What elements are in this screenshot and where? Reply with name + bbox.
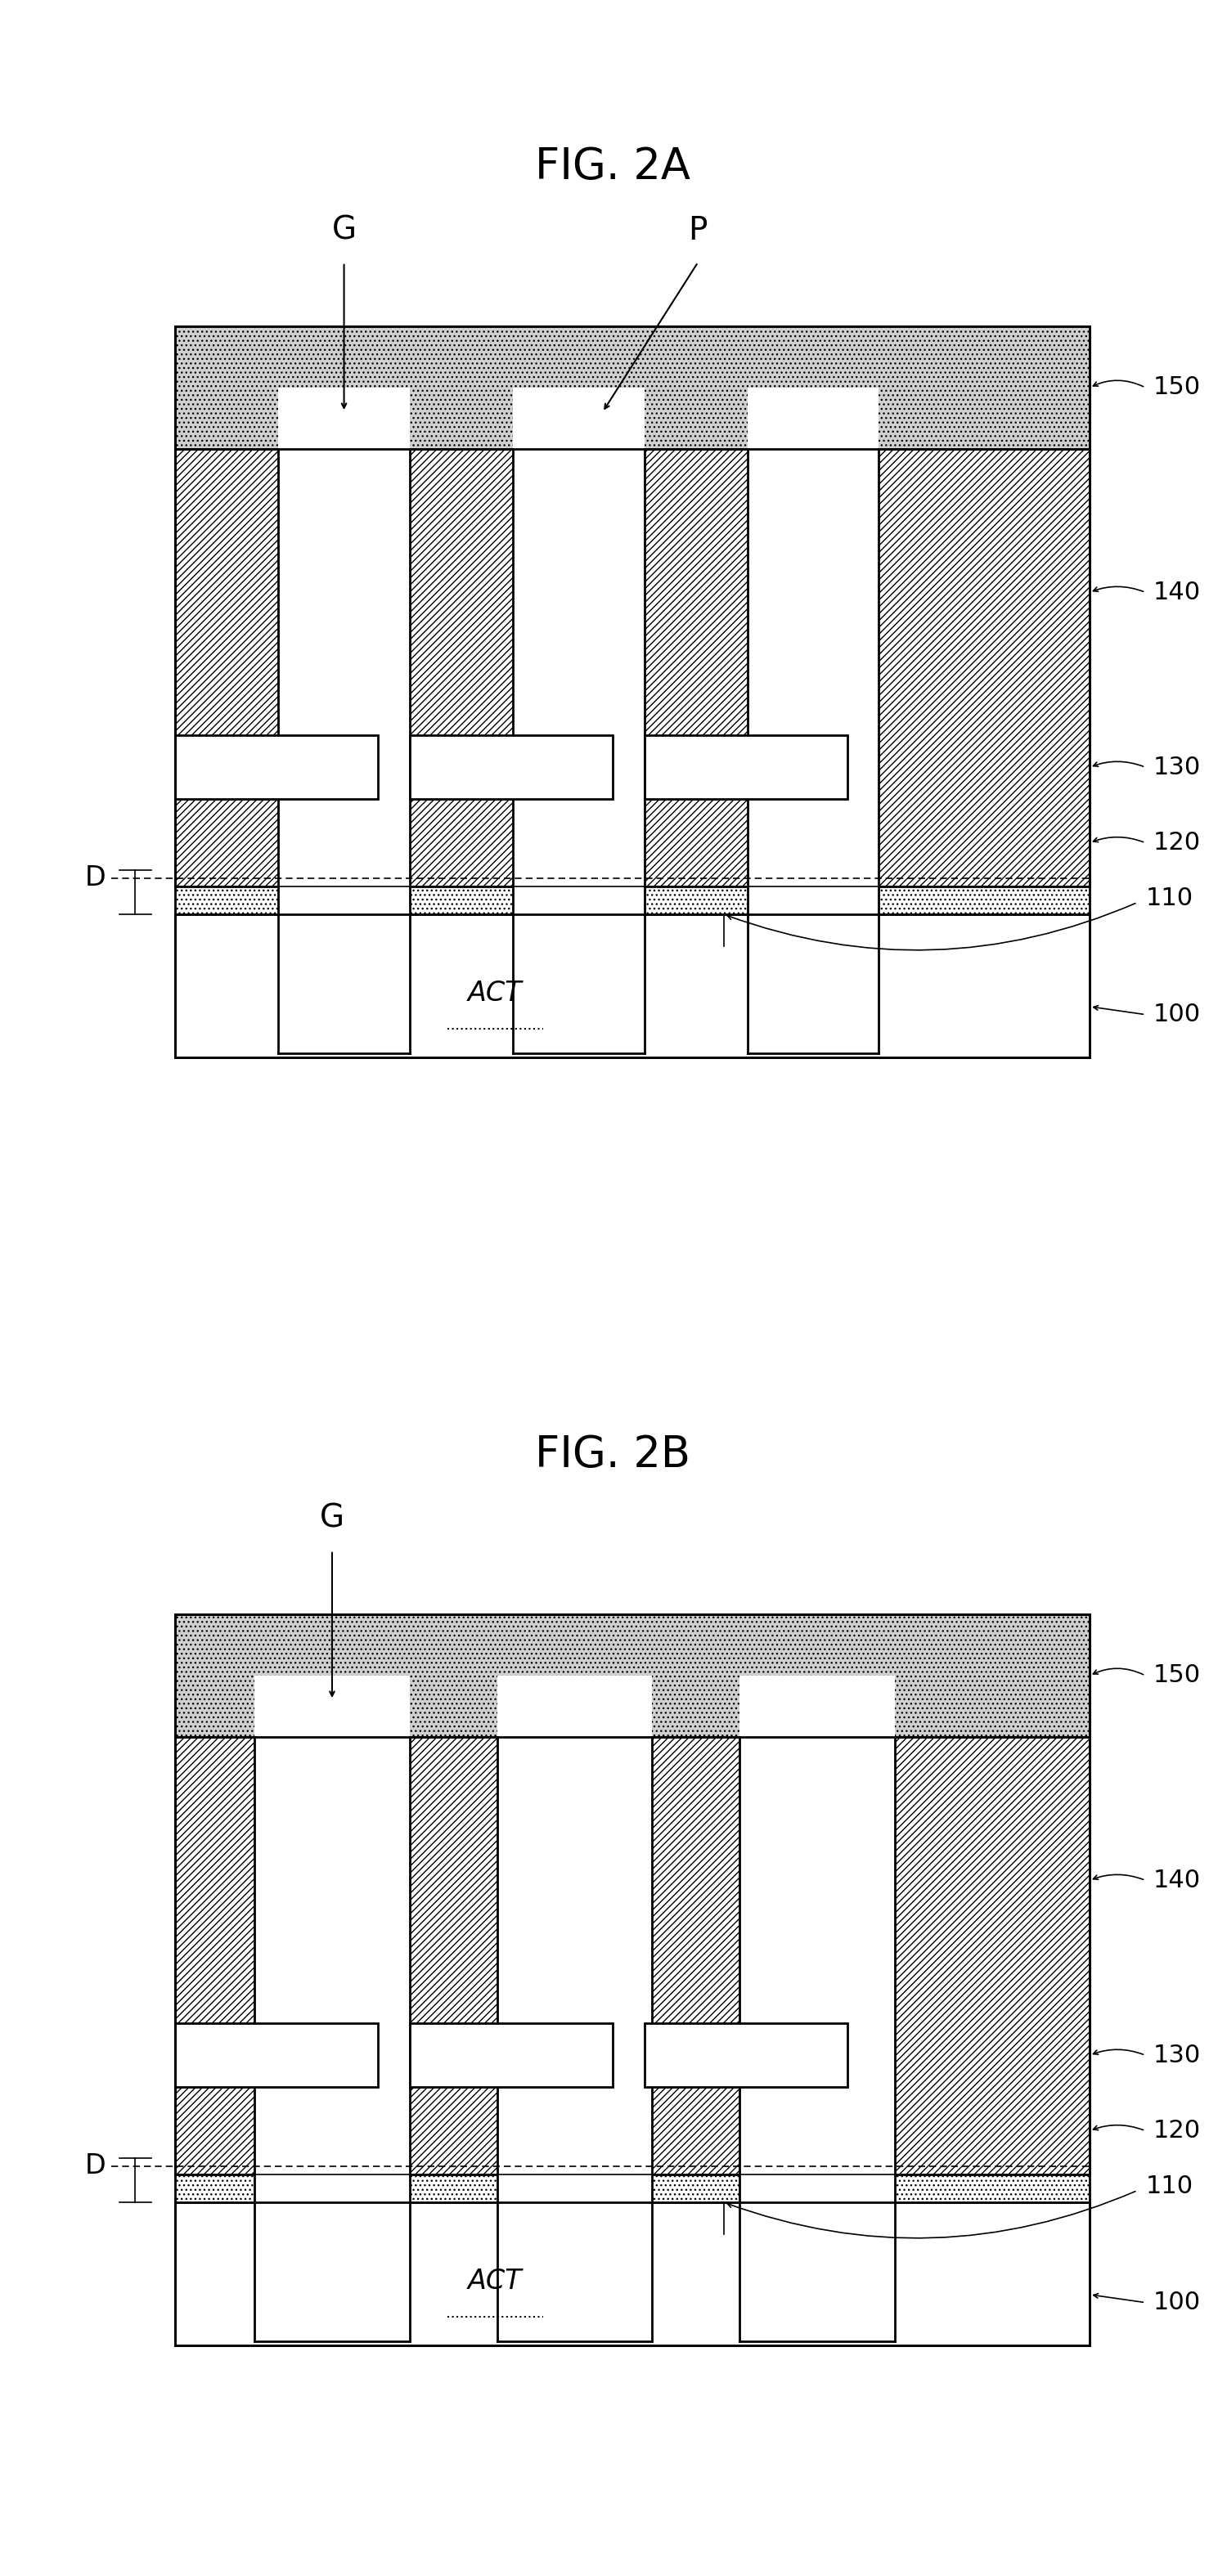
Bar [175, 448, 1089, 886]
Text: 120: 120 [1153, 832, 1201, 855]
Bar [497, 1674, 652, 1736]
Text: 100: 100 [1153, 2290, 1201, 2313]
Text: ACT: ACT [468, 979, 522, 1007]
Text: ACT: ACT [468, 2267, 522, 2295]
Bar [175, 1615, 1089, 1736]
Bar [255, 1674, 410, 1736]
Text: 110: 110 [1145, 2174, 1193, 2197]
Text: FIG. 2B: FIG. 2B [534, 1435, 690, 1476]
Text: FIG. 2A: FIG. 2A [534, 147, 690, 188]
Bar [255, 1736, 410, 2342]
Text: 150: 150 [1153, 1664, 1201, 1687]
Bar [278, 386, 410, 448]
Bar [175, 2202, 1089, 2347]
Text: G: G [319, 1502, 345, 1535]
Text: 130: 130 [1153, 2043, 1201, 2066]
Bar [513, 386, 644, 448]
Bar [175, 2174, 1089, 2202]
Text: 130: 130 [1153, 755, 1201, 778]
Bar [740, 1736, 895, 2342]
Bar [175, 327, 1089, 448]
Text: P: P [688, 214, 707, 247]
Text: 140: 140 [1153, 580, 1201, 605]
Bar [747, 448, 879, 1054]
Bar [410, 734, 613, 799]
Bar [175, 734, 377, 799]
Bar [644, 2022, 848, 2087]
Bar [740, 1674, 895, 1736]
Bar [175, 886, 1089, 914]
Text: D: D [85, 866, 106, 891]
Text: 120: 120 [1153, 2120, 1201, 2143]
Bar [747, 386, 879, 448]
Text: 100: 100 [1153, 1002, 1201, 1025]
Bar [644, 734, 848, 799]
Bar [175, 914, 1089, 1059]
Bar [175, 2022, 377, 2087]
Bar [497, 1736, 652, 2342]
Bar [278, 448, 410, 1054]
Text: G: G [331, 214, 357, 247]
Text: D: D [85, 2154, 106, 2179]
Bar [175, 1736, 1089, 2174]
Text: 140: 140 [1153, 1868, 1201, 1893]
Bar [410, 2022, 613, 2087]
Text: 150: 150 [1153, 376, 1201, 399]
Text: 110: 110 [1145, 886, 1193, 909]
Bar [513, 448, 644, 1054]
